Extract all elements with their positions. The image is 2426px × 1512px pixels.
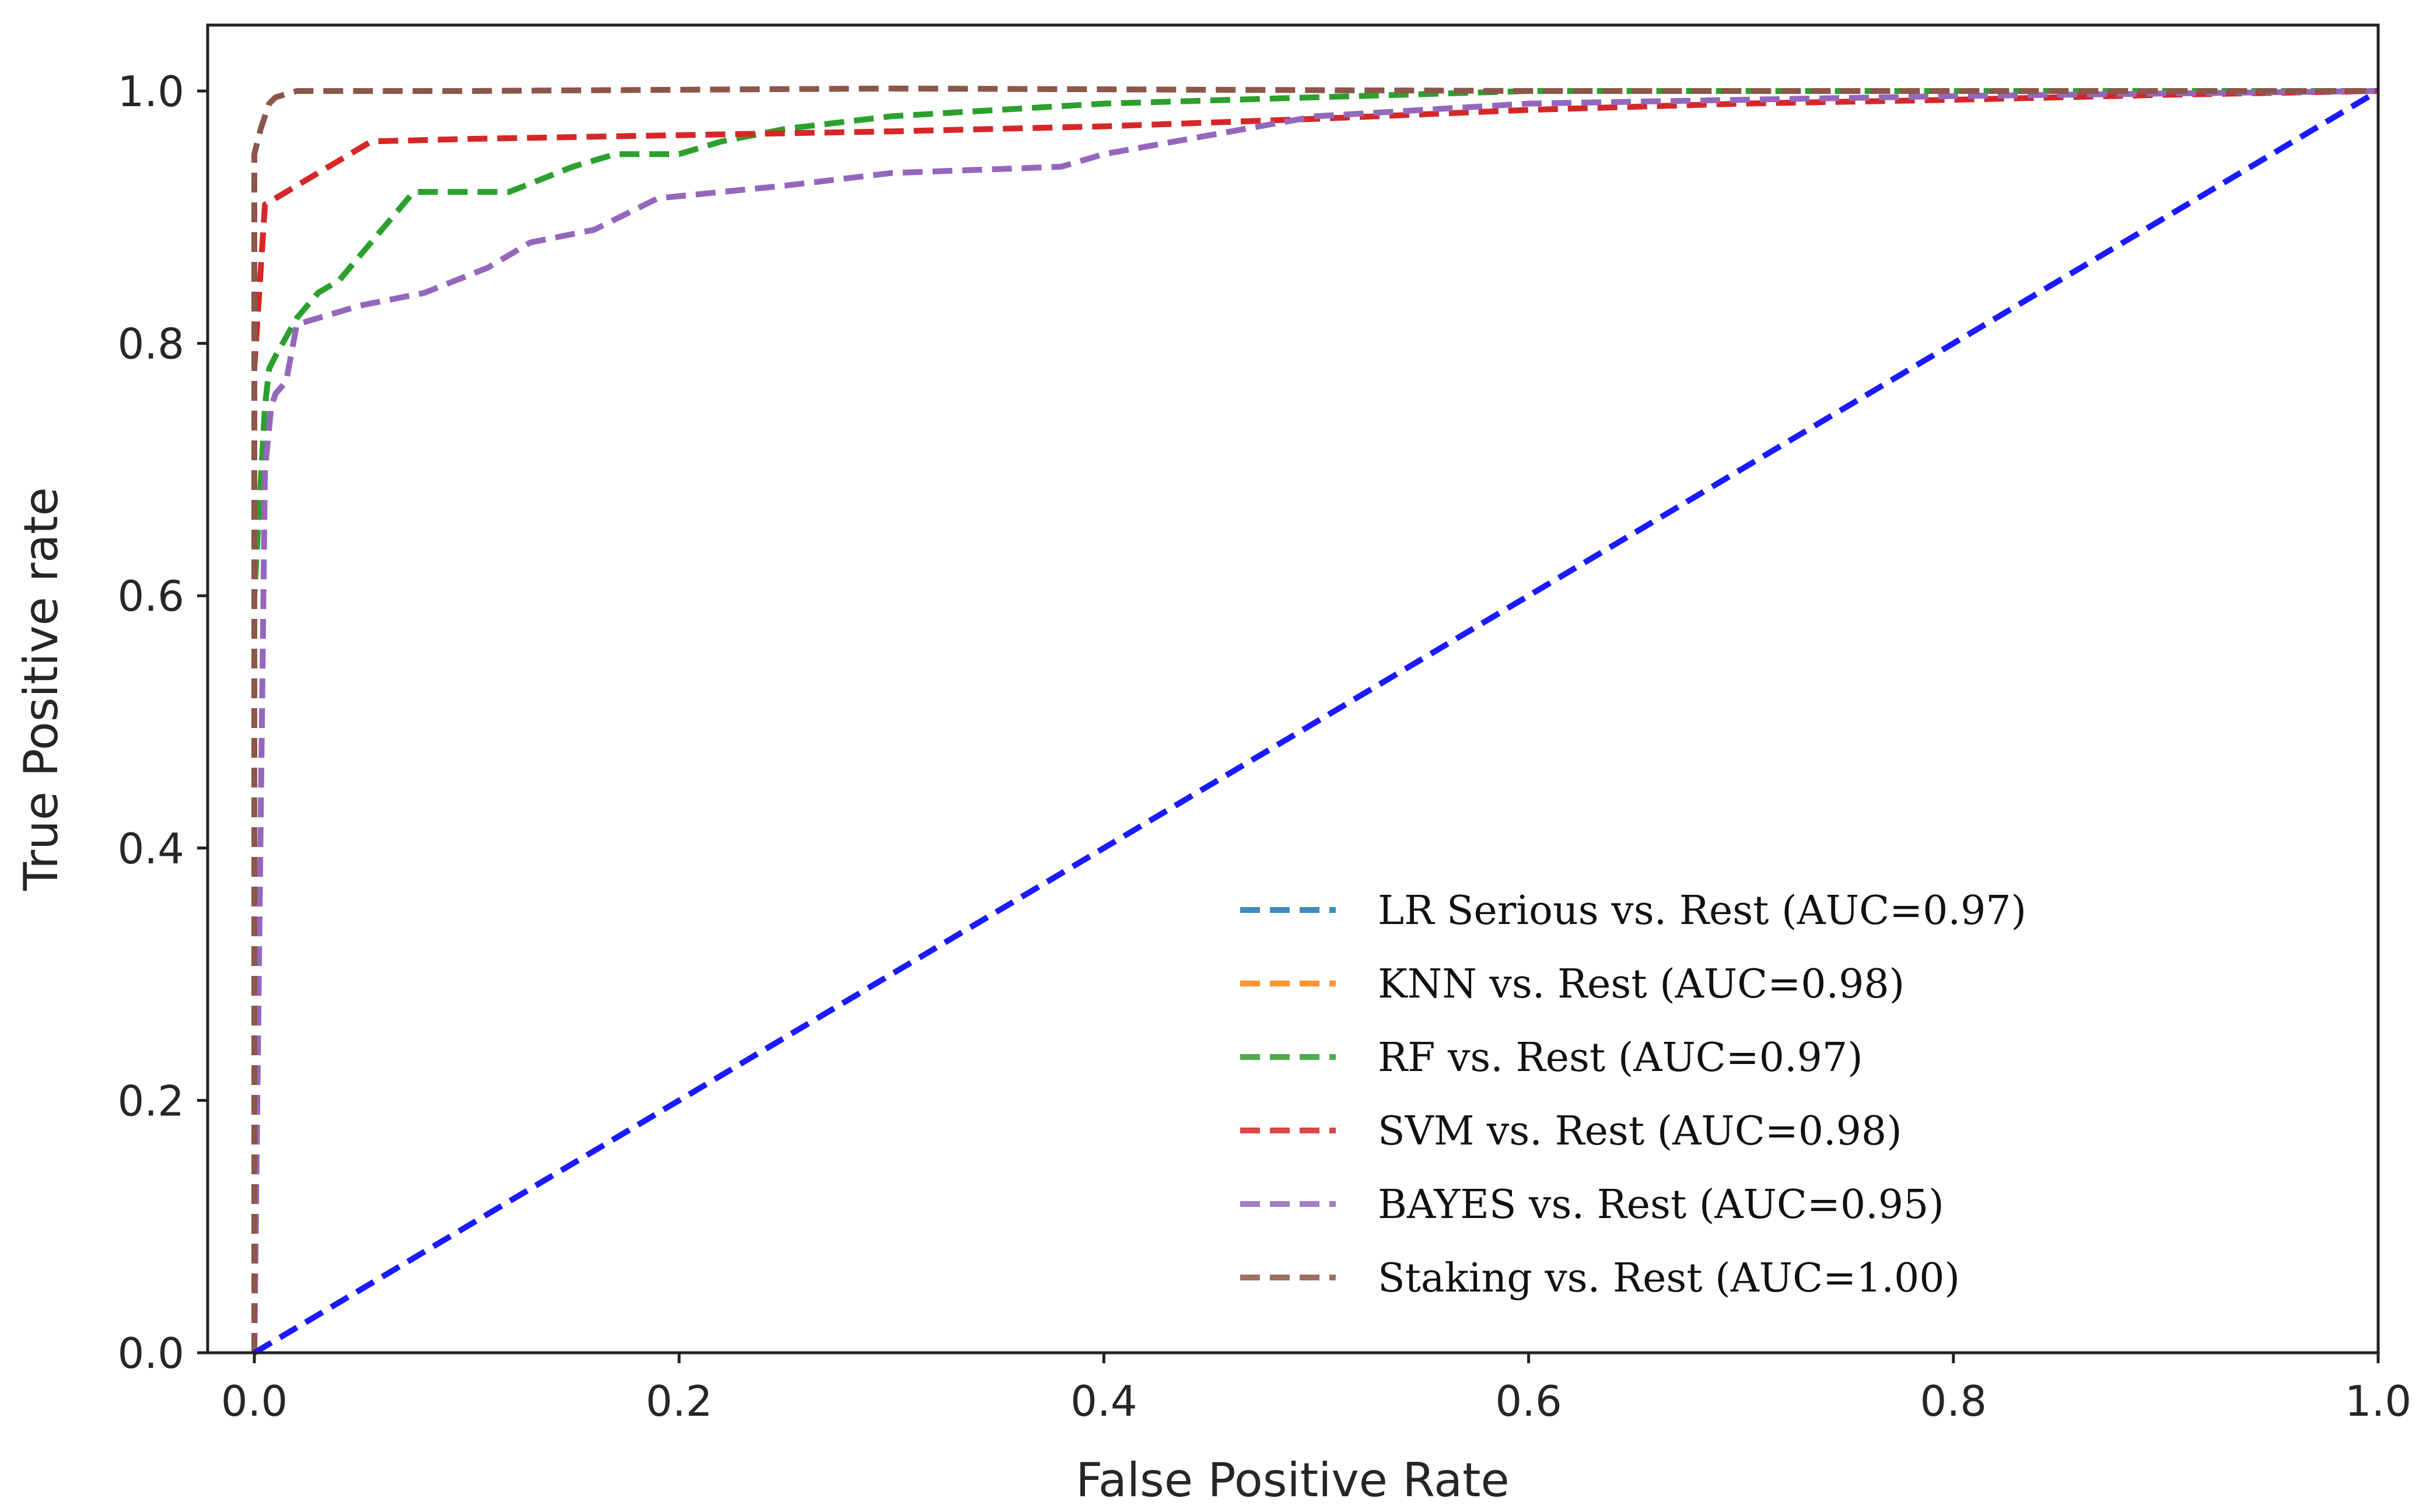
x-tick-label: 0.4 bbox=[1070, 1377, 1137, 1426]
y-tick-label: 0.6 bbox=[117, 572, 184, 621]
x-axis-title: False Positive Rate bbox=[1076, 1453, 1510, 1507]
curve-chance-diagonal bbox=[253, 88, 2380, 1356]
legend-lr-label: LR Serious vs. Rest (AUC=0.97) bbox=[1378, 888, 2026, 934]
x-tick-label: 0.2 bbox=[646, 1377, 713, 1426]
x-tick-label: 1.0 bbox=[2345, 1377, 2412, 1426]
x-tick-label: 0.8 bbox=[1920, 1377, 1987, 1426]
y-tick-label: 0.4 bbox=[117, 824, 184, 873]
ticks-layer: 0.0 0.2 0.4 0.6 0.8 1.0 0.0 0.2 0.4 0.6 0.8 1.0 bbox=[117, 67, 2411, 1426]
x-tick-label: 0.0 bbox=[221, 1377, 288, 1426]
x-tick-label: 0.6 bbox=[1495, 1377, 1562, 1426]
y-tick-label: 0.2 bbox=[117, 1076, 184, 1125]
legend-knn-label: KNN vs. Rest (AUC=0.98) bbox=[1378, 961, 1905, 1007]
legend-rf-label: RF vs. Rest (AUC=0.97) bbox=[1378, 1035, 1863, 1081]
legend-svm-label: SVM vs. Rest (AUC=0.98) bbox=[1378, 1108, 1902, 1154]
curve-bayes bbox=[251, 88, 2379, 1353]
y-tick-label: 1.0 bbox=[117, 67, 184, 116]
plot-frame bbox=[206, 23, 2380, 1354]
legend: LR Serious vs. Rest (AUC=0.97) KNN vs. Re… bbox=[1240, 888, 2026, 1301]
curve-svm bbox=[251, 88, 2379, 1353]
y-tick-label: 0.0 bbox=[117, 1329, 184, 1378]
y-tick-label: 0.8 bbox=[117, 320, 184, 369]
legend-staking-label: Staking vs. Rest (AUC=1.00) bbox=[1378, 1255, 1960, 1301]
curve-rf bbox=[251, 88, 2378, 1353]
legend-bayes-label: BAYES vs. Rest (AUC=0.95) bbox=[1378, 1182, 1944, 1228]
curves-layer bbox=[251, 85, 2380, 1356]
y-axis-title: True Positive rate bbox=[14, 487, 68, 891]
